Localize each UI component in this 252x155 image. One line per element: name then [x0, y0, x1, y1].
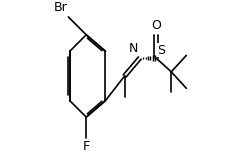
Text: F: F: [83, 140, 90, 153]
Text: Br: Br: [53, 1, 67, 14]
Text: O: O: [151, 19, 161, 32]
Text: S: S: [158, 44, 166, 57]
Text: N: N: [129, 42, 138, 55]
